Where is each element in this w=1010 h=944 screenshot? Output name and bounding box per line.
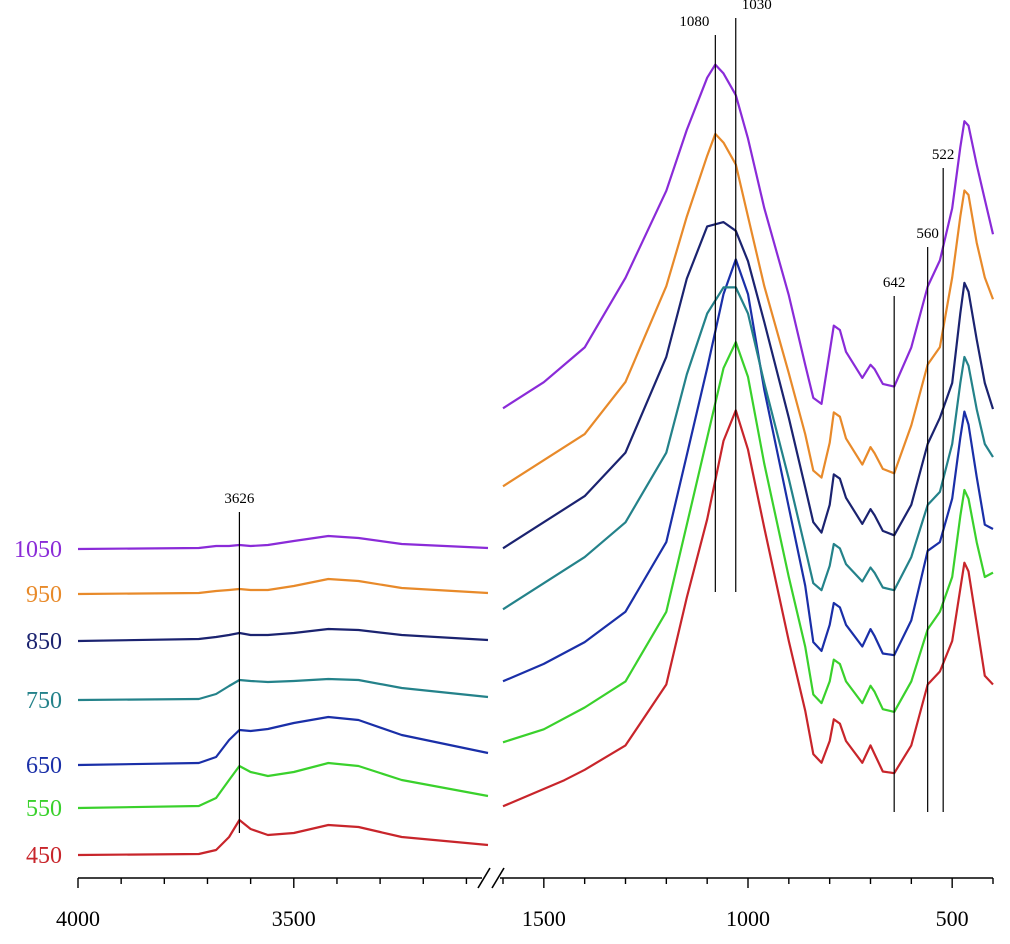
peak-label-1030: 1030	[742, 0, 772, 13]
x-tick-label-500: 500	[936, 906, 969, 931]
peak-label-522: 522	[932, 147, 955, 163]
trace-450-high	[77, 818, 489, 857]
trace-950-low	[502, 132, 995, 488]
series-label-450: 450	[26, 843, 62, 869]
peak-label-642: 642	[883, 275, 906, 291]
axis-break-mark	[491, 867, 505, 889]
trace-550-high	[77, 761, 489, 810]
series-label-550: 550	[26, 796, 62, 822]
trace-450-low	[502, 409, 994, 808]
peak-markers: 3626 1080 1030 642 560 522	[224, 0, 954, 833]
series-label-950: 950	[26, 582, 62, 608]
trace-650-high	[77, 715, 489, 767]
x-tick-label-1500: 1500	[522, 906, 566, 931]
trace-850-high	[77, 627, 489, 643]
x-axis: 4000 3500 1500 1000 500	[56, 867, 994, 931]
trace-650-low	[502, 258, 994, 683]
x-tick-label-3500: 3500	[272, 906, 316, 931]
axis-break-mark	[477, 867, 491, 889]
trace-750-low	[502, 286, 994, 611]
trace-750-high	[77, 677, 489, 702]
series-label-850: 850	[26, 629, 62, 655]
peak-label-560: 560	[916, 226, 939, 242]
series-labels: 450 550 650 750 850 950 1050	[14, 537, 62, 869]
trace-850-low	[502, 221, 995, 550]
trace-950-high	[77, 577, 489, 596]
trace-550-low	[502, 341, 994, 744]
series-label-750: 750	[26, 688, 62, 714]
x-tick-label-4000: 4000	[56, 906, 100, 931]
x-tick-label-1000: 1000	[726, 906, 770, 931]
peak-label-1080: 1080	[679, 14, 709, 30]
peak-label-3626: 3626	[224, 491, 255, 507]
trace-1050-high	[77, 534, 489, 551]
series-traces	[77, 63, 995, 857]
series-label-1050: 1050	[14, 537, 62, 563]
trace-1050-low	[502, 63, 995, 410]
series-label-650: 650	[26, 753, 62, 779]
